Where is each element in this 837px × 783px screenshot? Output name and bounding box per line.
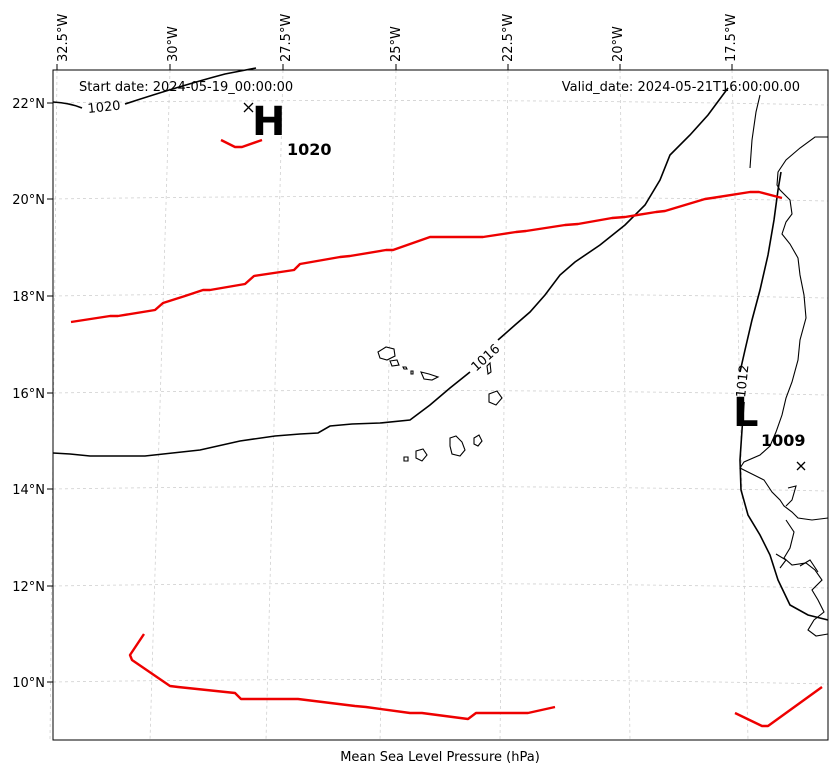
lat-label-18n: 18°N <box>12 290 45 305</box>
map-title: Mean Sea Level Pressure (hPa) <box>340 750 540 765</box>
lon-label-22-5w: 22.5°W <box>501 14 516 62</box>
high-pressure-center: H 1020 <box>243 99 332 159</box>
high-symbol: H <box>252 99 285 145</box>
axis-tick-marks <box>47 64 733 683</box>
lon-label-27-5w: 27.5°W <box>279 14 294 62</box>
start-date-label: Start date: 2024-05-19_00:00:00 <box>79 80 293 95</box>
lat-label-10n: 10°N <box>12 676 45 691</box>
africa-coastline <box>739 94 829 637</box>
lon-label-30w: 30°W <box>166 26 181 62</box>
isobar-label-1012: 1012 <box>734 364 752 398</box>
high-pressure-value: 1020 <box>287 140 332 159</box>
low-pressure-value: 1009 <box>761 431 806 450</box>
valid-date-label: Valid_date: 2024-05-21T16:00:00.00 <box>562 80 800 95</box>
lat-label-22n: 22°N <box>12 97 45 112</box>
isobar-label-1016: 1016 <box>469 342 504 375</box>
lat-label-14n: 14°N <box>12 483 45 498</box>
lon-label-25w: 25°W <box>389 26 404 62</box>
low-center-marker-icon <box>796 461 806 471</box>
isobars <box>52 67 829 621</box>
lon-label-20w: 20°W <box>611 26 626 62</box>
lat-label-12n: 12°N <box>12 580 45 595</box>
lat-label-20n: 20°N <box>12 193 45 208</box>
high-center-marker-icon <box>243 102 254 113</box>
front-lines <box>70 138 823 728</box>
cape-verde-islands <box>377 346 503 462</box>
lon-label-32-5w: 32.5°W <box>56 14 71 62</box>
low-pressure-center: L 1009 <box>733 390 806 471</box>
isobar-label-1020: 1020 <box>87 99 121 117</box>
low-symbol: L <box>733 390 759 436</box>
lat-label-16n: 16°N <box>12 387 45 402</box>
lon-label-17-5w: 17.5°W <box>724 14 739 62</box>
gridlines <box>49 69 829 741</box>
plot-frame <box>52 69 829 741</box>
